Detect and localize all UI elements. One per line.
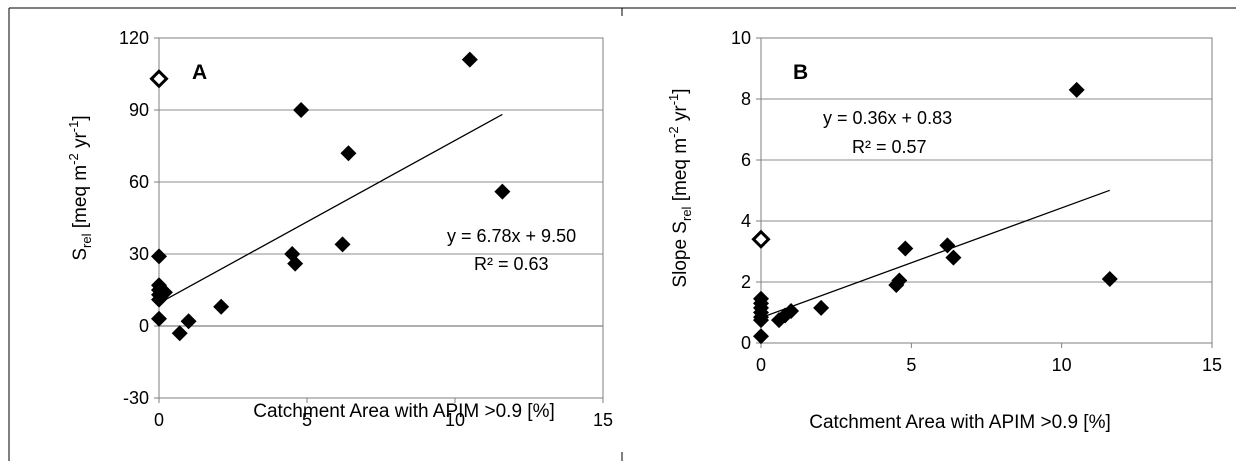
panel-a-y-axis-title: Srel [meq m-2 yr-1] xyxy=(66,115,94,260)
panel-b-data-point xyxy=(1101,270,1118,287)
panel-b-data-point xyxy=(753,312,769,329)
panel-a-data-point xyxy=(293,102,310,118)
panel-a-r-squared: R² = 0.63 xyxy=(474,254,549,274)
panel-b-x-tick-label: 10 xyxy=(1052,355,1072,375)
panel-b: 0 2 4 6 8 10 0 5 10 15 B y = 0.36x + 0.83 R² = 0.… xyxy=(666,28,1222,433)
panel-a-data-point xyxy=(156,284,173,301)
panel-a-x-axis-title: Catchment Area with APIM >0.9 [%] xyxy=(253,401,555,422)
panel-b-y-tick-label: 6 xyxy=(741,150,751,170)
panel-b-plot-frame xyxy=(760,37,1213,344)
panel-b-y-tick-label: 4 xyxy=(741,211,751,231)
panel-a-data-point xyxy=(494,183,511,200)
panel-a-data-point xyxy=(340,145,357,162)
panel-a-y-tick-label: 30 xyxy=(129,244,149,264)
panel-b-data-point xyxy=(939,237,956,254)
panel-a-x-tick-label: 5 xyxy=(302,410,312,430)
panel-a-x-tick-label: 15 xyxy=(593,410,613,430)
panel-a-points xyxy=(149,51,511,342)
panel-b-data-point xyxy=(813,299,830,316)
panel-b-data-point xyxy=(897,240,914,257)
panel-a-data-point xyxy=(180,313,197,330)
panel-b-data-point xyxy=(1068,81,1085,98)
panel-b-y-tick-label: 0 xyxy=(741,333,751,353)
panel-b-y-axis-title: Slope Srel [meq m-2 yr-1] xyxy=(666,88,694,287)
panel-a-x-tick-label: 10 xyxy=(445,410,465,430)
panel-a-x-tick-label: 0 xyxy=(154,410,164,430)
panel-a-data-point xyxy=(334,236,351,253)
panel-b-y-tick-label: 2 xyxy=(741,272,751,292)
panel-b-x-tick-label: 15 xyxy=(1202,355,1222,375)
panel-b-points xyxy=(751,81,1118,345)
panel-a-data-point xyxy=(151,310,167,327)
panel-b-trendline xyxy=(760,189,1110,319)
panel-a-trendline xyxy=(158,113,503,304)
panel-b-data-point xyxy=(783,302,800,319)
panel-b-x-axis-title: Catchment Area with APIM >0.9 [%] xyxy=(809,412,1111,433)
panel-a-plot-frame xyxy=(158,37,604,399)
panel-a-y-tick-label: 0 xyxy=(139,316,149,336)
panel-a-y-tick-label: 90 xyxy=(129,100,149,120)
panel-a-data-point xyxy=(461,51,478,68)
panel-b-data-point xyxy=(891,272,908,289)
panel-a-data-point xyxy=(213,298,230,315)
panel-a-data-point xyxy=(287,255,304,272)
panel-b-x-tick-label: 5 xyxy=(906,355,916,375)
panel-a-y-tick-label: 60 xyxy=(129,172,149,192)
panel-b-equation: y = 0.36x + 0.83 xyxy=(823,108,952,128)
panel-b-ticks: 0 2 4 6 8 10 0 5 10 15 xyxy=(731,28,1222,375)
panel-b-y-tick-label: 8 xyxy=(741,89,751,109)
panel-a-label: A xyxy=(192,61,207,84)
panel-a-data-point xyxy=(151,248,167,265)
panel-b-grid xyxy=(761,37,1212,344)
panel-a-y-tick-label: 120 xyxy=(119,28,149,48)
panel-a-data-point xyxy=(171,325,188,342)
panel-b-r-squared: R² = 0.57 xyxy=(852,137,927,157)
panel-a-grid xyxy=(159,37,603,399)
panel-a-y-tick-label: -30 xyxy=(123,388,149,408)
panel-b-data-point xyxy=(945,249,962,266)
panel-b-data-point xyxy=(753,328,769,345)
panel-b-x-tick-label: 0 xyxy=(756,355,766,375)
panel-a-outlier-point xyxy=(149,69,169,89)
panel-b-y-tick-label: 10 xyxy=(731,28,751,48)
panel-a-equation: y = 6.78x + 9.50 xyxy=(447,226,576,246)
panel-b-label: B xyxy=(793,61,808,84)
panel-b-outlier-point xyxy=(751,229,771,249)
